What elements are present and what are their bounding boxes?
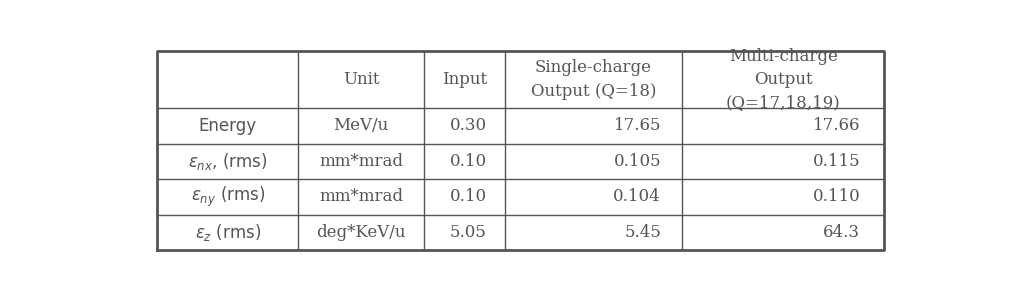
Text: 0.115: 0.115 [813,153,861,170]
Text: Multi-charge
Output
(Q=17,18,19): Multi-charge Output (Q=17,18,19) [726,48,841,112]
Text: 17.65: 17.65 [614,117,661,134]
Text: 64.3: 64.3 [823,224,861,241]
Text: Energy: Energy [198,117,257,135]
Text: $\varepsilon_{ny}$ (rms): $\varepsilon_{ny}$ (rms) [191,185,265,209]
Text: 0.104: 0.104 [614,188,661,206]
Text: 0.10: 0.10 [450,153,487,170]
Text: mm*mrad: mm*mrad [319,153,403,170]
Text: Single-charge
Output (Q=18): Single-charge Output (Q=18) [530,59,656,100]
Text: deg*KeV/u: deg*KeV/u [316,224,405,241]
Text: mm*mrad: mm*mrad [319,188,403,206]
Text: Input: Input [442,71,487,88]
Text: MeV/u: MeV/u [333,117,389,134]
Text: 5.05: 5.05 [450,224,487,241]
Text: Unit: Unit [342,71,379,88]
Text: $\varepsilon_{nx}$, (rms): $\varepsilon_{nx}$, (rms) [188,151,267,172]
Text: 0.105: 0.105 [614,153,661,170]
Text: $\varepsilon_{z}$ (rms): $\varepsilon_{z}$ (rms) [195,222,261,243]
Text: 17.66: 17.66 [813,117,861,134]
Text: 5.45: 5.45 [624,224,661,241]
Text: 0.10: 0.10 [450,188,487,206]
Text: 0.110: 0.110 [813,188,861,206]
Text: 0.30: 0.30 [450,117,487,134]
